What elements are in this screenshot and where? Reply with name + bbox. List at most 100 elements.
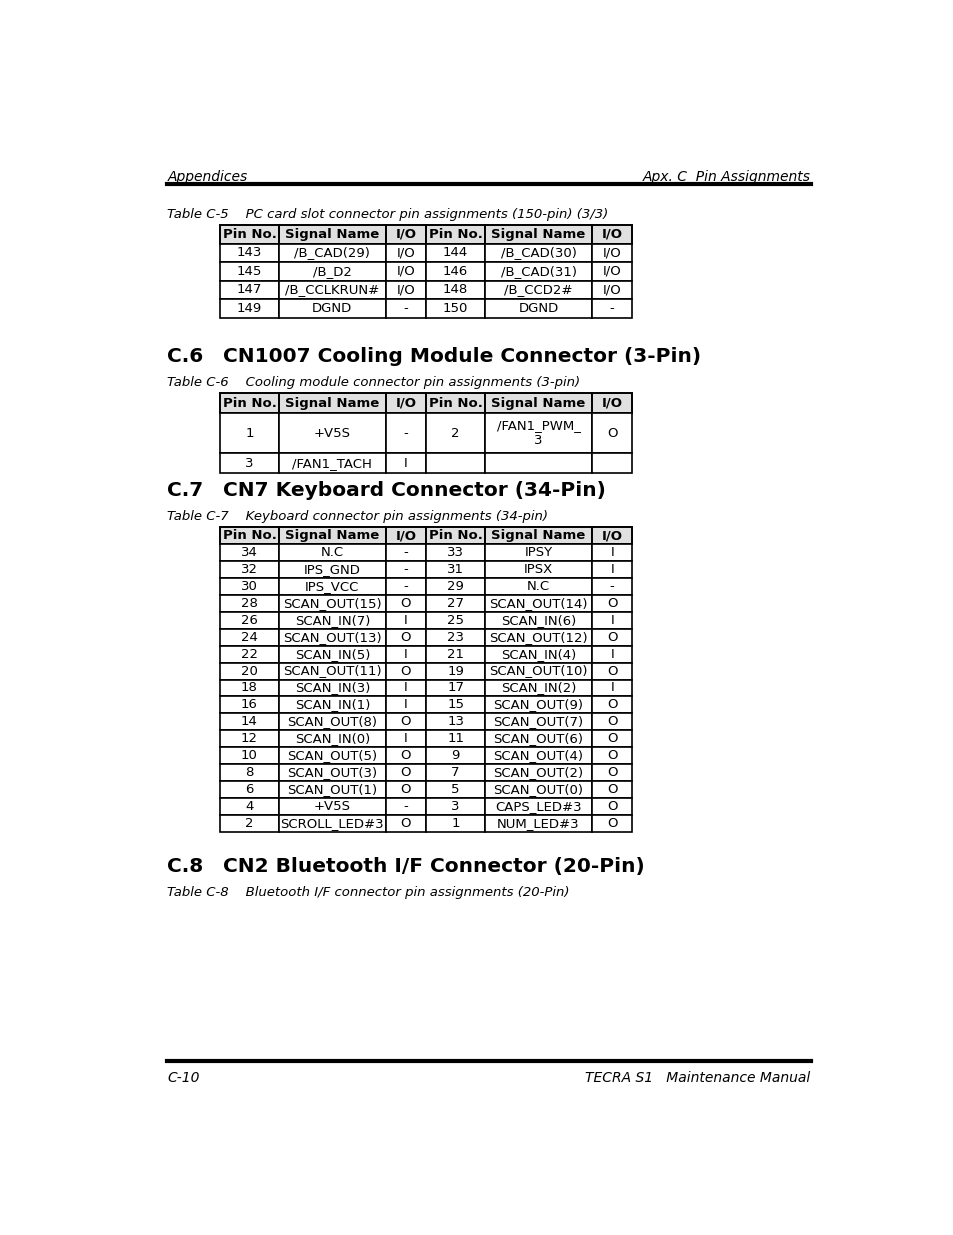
Text: 27: 27 xyxy=(447,597,463,610)
Text: I/O: I/O xyxy=(601,228,622,241)
Bar xyxy=(484,730,592,747)
Text: SCAN_OUT(4): SCAN_OUT(4) xyxy=(493,750,583,762)
Bar xyxy=(426,243,484,262)
Text: SCAN_OUT(15): SCAN_OUT(15) xyxy=(283,597,381,610)
Bar xyxy=(592,299,632,317)
Bar xyxy=(592,714,632,730)
Text: O: O xyxy=(606,766,617,779)
Text: O: O xyxy=(400,766,411,779)
Text: Pin No.: Pin No. xyxy=(428,396,482,410)
Bar xyxy=(592,646,632,662)
Text: Signal Name: Signal Name xyxy=(285,529,379,542)
Text: O: O xyxy=(400,597,411,610)
Text: /B_CAD(30): /B_CAD(30) xyxy=(500,247,576,259)
Text: 29: 29 xyxy=(447,579,463,593)
Bar xyxy=(385,611,426,629)
Bar xyxy=(426,815,484,832)
Text: Pin No.: Pin No. xyxy=(222,228,276,241)
Text: Signal Name: Signal Name xyxy=(285,396,379,410)
Bar xyxy=(278,280,385,299)
Text: SCAN_IN(4): SCAN_IN(4) xyxy=(500,647,576,661)
Text: -: - xyxy=(403,579,408,593)
Text: SCAN_IN(0): SCAN_IN(0) xyxy=(294,732,370,745)
Text: 3: 3 xyxy=(245,457,253,469)
Bar xyxy=(220,595,278,611)
Text: 28: 28 xyxy=(241,597,257,610)
Bar xyxy=(385,262,426,280)
Bar xyxy=(220,611,278,629)
Text: Signal Name: Signal Name xyxy=(491,396,585,410)
Text: 13: 13 xyxy=(447,715,463,729)
Text: SCAN_OUT(12): SCAN_OUT(12) xyxy=(489,631,587,643)
Bar xyxy=(385,393,426,412)
Bar xyxy=(385,527,426,543)
Text: /B_CCLKRUN#: /B_CCLKRUN# xyxy=(285,283,379,296)
Text: I: I xyxy=(404,457,408,469)
Text: -: - xyxy=(609,579,614,593)
Text: O: O xyxy=(606,800,617,813)
Bar xyxy=(484,764,592,782)
Bar xyxy=(484,629,592,646)
Bar xyxy=(385,815,426,832)
Text: 24: 24 xyxy=(241,631,257,643)
Bar xyxy=(220,714,278,730)
Bar xyxy=(484,611,592,629)
Text: N.C: N.C xyxy=(320,546,344,559)
Text: CAPS_LED#3: CAPS_LED#3 xyxy=(495,800,581,813)
Bar xyxy=(484,262,592,280)
Bar xyxy=(385,747,426,764)
Text: SCAN_IN(3): SCAN_IN(3) xyxy=(294,682,370,694)
Text: O: O xyxy=(400,818,411,830)
Text: 143: 143 xyxy=(236,247,262,259)
Text: I/O: I/O xyxy=(602,247,620,259)
Bar xyxy=(220,412,278,453)
Bar xyxy=(426,299,484,317)
Bar xyxy=(278,764,385,782)
Bar xyxy=(426,412,484,453)
Text: I: I xyxy=(610,546,614,559)
Text: 6: 6 xyxy=(245,783,253,797)
Text: 25: 25 xyxy=(447,614,463,626)
Text: I: I xyxy=(610,614,614,626)
Bar xyxy=(220,646,278,662)
Bar xyxy=(220,578,278,595)
Bar xyxy=(278,747,385,764)
Text: SCAN_IN(2): SCAN_IN(2) xyxy=(500,682,576,694)
Bar xyxy=(426,662,484,679)
Text: 9: 9 xyxy=(451,750,459,762)
Text: /B_CAD(31): /B_CAD(31) xyxy=(500,264,576,278)
Bar xyxy=(592,225,632,243)
Text: I/O: I/O xyxy=(602,283,620,296)
Bar xyxy=(385,662,426,679)
Text: 3: 3 xyxy=(451,800,459,813)
Text: 2: 2 xyxy=(245,818,253,830)
Bar xyxy=(278,299,385,317)
Text: O: O xyxy=(400,750,411,762)
Text: Table C-5    PC card slot connector pin assignments (150-pin) (3/3): Table C-5 PC card slot connector pin ass… xyxy=(167,209,608,221)
Bar xyxy=(592,815,632,832)
Bar xyxy=(484,747,592,764)
Bar xyxy=(592,393,632,412)
Bar xyxy=(385,798,426,815)
Text: I/O: I/O xyxy=(395,228,416,241)
Bar xyxy=(220,782,278,798)
Text: 146: 146 xyxy=(442,264,468,278)
Bar xyxy=(426,679,484,697)
Text: N.C: N.C xyxy=(526,579,550,593)
Text: +V5S: +V5S xyxy=(314,426,351,440)
Bar xyxy=(220,262,278,280)
Bar xyxy=(220,561,278,578)
Text: O: O xyxy=(606,818,617,830)
Bar xyxy=(385,679,426,697)
Bar xyxy=(592,730,632,747)
Text: /B_CAD(29): /B_CAD(29) xyxy=(294,247,370,259)
Bar xyxy=(426,782,484,798)
Text: SCAN_IN(7): SCAN_IN(7) xyxy=(294,614,370,626)
Bar xyxy=(220,243,278,262)
Text: 149: 149 xyxy=(236,301,262,315)
Bar xyxy=(484,225,592,243)
Bar xyxy=(220,662,278,679)
Text: -: - xyxy=(403,563,408,576)
Bar xyxy=(426,578,484,595)
Bar xyxy=(278,595,385,611)
